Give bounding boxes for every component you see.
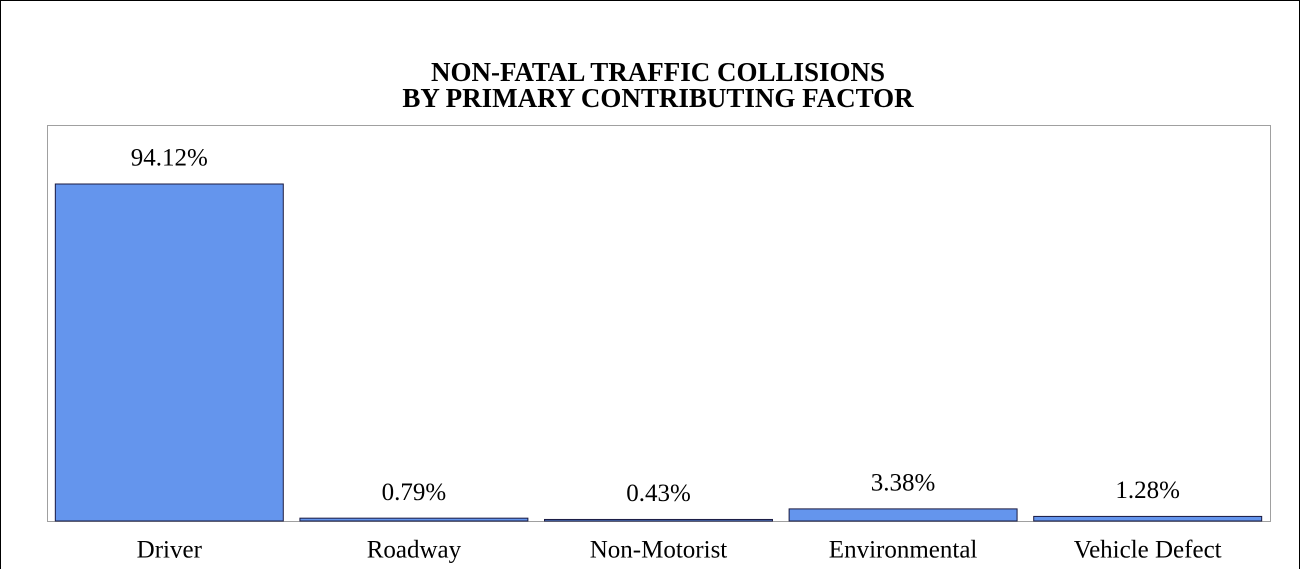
value-label: 0.79% [382,479,447,506]
x-tick-label: Non-Motorist [590,537,728,564]
bar [788,508,1018,522]
chart-title: BY PRIMARY CONTRIBUTING FACTOR [402,83,914,113]
value-label: 0.43% [626,480,691,507]
chart-title: NON-FATAL TRAFFIC COLLISIONS [431,57,885,87]
bar [299,517,529,522]
bar [544,518,773,522]
x-tick-label: Environmental [829,537,978,564]
x-tick-label: Vehicle Defect [1074,537,1222,564]
value-label: 1.28% [1115,477,1180,504]
value-label: 3.38% [871,470,936,497]
x-tick-label: Roadway [367,537,462,564]
bar [54,183,284,522]
x-tick-label: Driver [137,537,203,564]
bar [1033,515,1263,522]
value-label: 94.12% [131,145,208,172]
